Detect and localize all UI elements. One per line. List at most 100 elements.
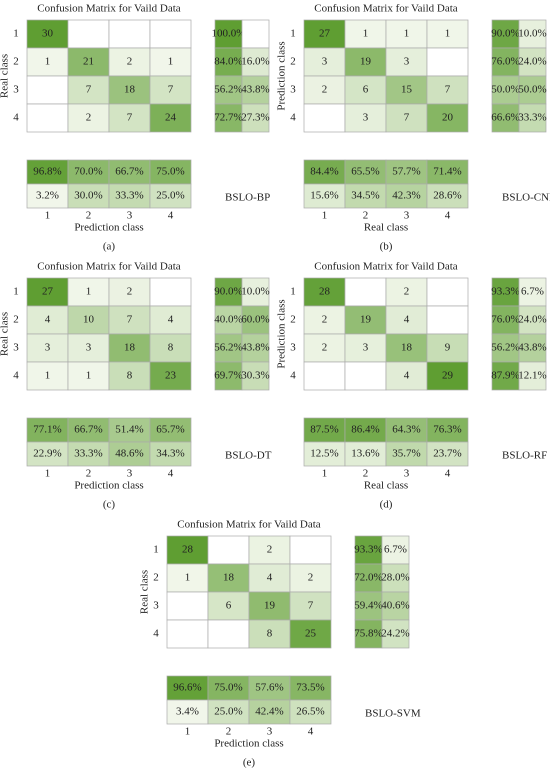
empty-cell: [289, 535, 332, 565]
y-tick-label: 2: [153, 572, 159, 584]
panel-title: Confusion Matrix for Vaild Data: [177, 519, 321, 531]
col-summary-label: 65.5%: [351, 166, 379, 178]
row-summary-label: 40.6%: [381, 600, 409, 612]
matrix-cell: [108, 361, 151, 391]
cell-value: 7: [404, 112, 410, 124]
col-summary-cell: [108, 183, 151, 209]
x-tick-label: 4: [308, 726, 314, 738]
panel-title: Confusion Matrix for Vaild Data: [314, 261, 458, 273]
col-summary-label: 13.6%: [351, 448, 379, 460]
matrix-cell: [426, 103, 469, 133]
col-summary-label: 76.3%: [433, 424, 461, 436]
empty-cell: [207, 535, 250, 565]
matrix-cell: [289, 591, 332, 621]
col-summary-label: 33.3%: [74, 448, 102, 460]
y-axis-label: Prediction class: [276, 41, 288, 110]
cell-value: 28: [182, 544, 194, 556]
y-axis-label: Real class: [139, 570, 151, 614]
col-summary-label: 75.0%: [214, 682, 242, 694]
panel-title: Confusion Matrix for Vaild Data: [37, 3, 181, 15]
cell-value: 4: [404, 314, 410, 326]
x-tick-label: 4: [168, 468, 174, 480]
row-summary-label: 12.1%: [518, 370, 546, 382]
cell-value: 20: [442, 112, 454, 124]
row-summary-cell: [518, 75, 547, 105]
row-summary-label: 43.8%: [518, 342, 546, 354]
row-summary-cell: [354, 563, 383, 593]
cell-value: 3: [363, 342, 369, 354]
row-summary-label: 30.3%: [241, 370, 269, 382]
cell-value: 23: [165, 370, 177, 382]
matrix-cell: [67, 103, 110, 133]
cell-value: 8: [127, 370, 133, 382]
y-tick-label: 1: [290, 28, 296, 40]
col-summary-cell: [426, 417, 469, 443]
y-tick-label: 3: [290, 84, 296, 96]
row-summary-label: 90.0%: [214, 286, 242, 298]
matrix-cell: [385, 277, 428, 307]
col-summary-label: 23.7%: [433, 448, 461, 460]
y-tick-label: 1: [290, 286, 296, 298]
row-summary-cell: [241, 103, 270, 133]
row-summary-label: 76.0%: [491, 56, 519, 68]
y-tick-label: 3: [153, 600, 159, 612]
col-summary-label: 34.3%: [156, 448, 184, 460]
row-summary-cell: [491, 305, 520, 335]
x-tick-label: 3: [404, 468, 410, 480]
row-summary-cell: [214, 75, 243, 105]
matrix-cell: [385, 103, 428, 133]
row-summary-label: 59.4%: [354, 600, 382, 612]
cell-value: 8: [168, 342, 174, 354]
col-summary-label: 66.7%: [115, 166, 143, 178]
x-tick-label: 1: [45, 210, 51, 222]
x-tick-label: 1: [185, 726, 191, 738]
empty-cell: [67, 19, 110, 49]
matrix-cell: [385, 75, 428, 105]
y-tick-label: 2: [290, 56, 296, 68]
empty-cell: [149, 277, 192, 307]
row-summary-label: 50.0%: [518, 84, 546, 96]
empty-cell: [426, 47, 469, 77]
matrix-cell: [207, 563, 250, 593]
cell-value: 27: [42, 286, 54, 298]
col-summary-cell: [26, 441, 69, 467]
empty-cell: [166, 591, 209, 621]
matrix-cell: [344, 75, 387, 105]
cell-value: 1: [86, 370, 92, 382]
empty-cell: [303, 361, 346, 391]
y-tick-label: 2: [13, 56, 19, 68]
cell-value: 18: [124, 342, 136, 354]
empty-cell: [241, 19, 270, 49]
y-tick-label: 1: [153, 544, 159, 556]
x-tick-label: 1: [322, 468, 328, 480]
x-tick-label: 2: [86, 210, 92, 222]
cell-value: 7: [127, 112, 133, 124]
y-tick-label: 2: [13, 314, 19, 326]
cell-value: 1: [45, 370, 51, 382]
row-summary-cell: [518, 277, 547, 307]
matrix-cell: [385, 19, 428, 49]
row-summary-label: 56.2%: [214, 84, 242, 96]
col-summary-cell: [149, 441, 192, 467]
row-summary-cell: [518, 47, 547, 77]
x-tick-label: 2: [226, 726, 232, 738]
cell-value: 1: [445, 28, 451, 40]
model-name: BSLO-SVM: [365, 708, 421, 720]
matrix-cell: [26, 333, 69, 363]
y-tick-label: 1: [13, 286, 19, 298]
cell-value: 2: [322, 342, 328, 354]
row-summary-cell: [214, 361, 243, 391]
row-summary-label: 66.6%: [491, 112, 519, 124]
col-summary-cell: [108, 159, 151, 185]
cell-value: 19: [360, 56, 372, 68]
cell-value: 2: [127, 56, 133, 68]
col-summary-cell: [207, 675, 250, 701]
row-summary-label: 43.8%: [241, 342, 269, 354]
empty-cell: [108, 19, 151, 49]
col-summary-label: 71.4%: [433, 166, 461, 178]
row-summary-label: 16.0%: [241, 56, 269, 68]
row-summary-label: 27.3%: [241, 112, 269, 124]
row-summary-label: 87.9%: [491, 370, 519, 382]
